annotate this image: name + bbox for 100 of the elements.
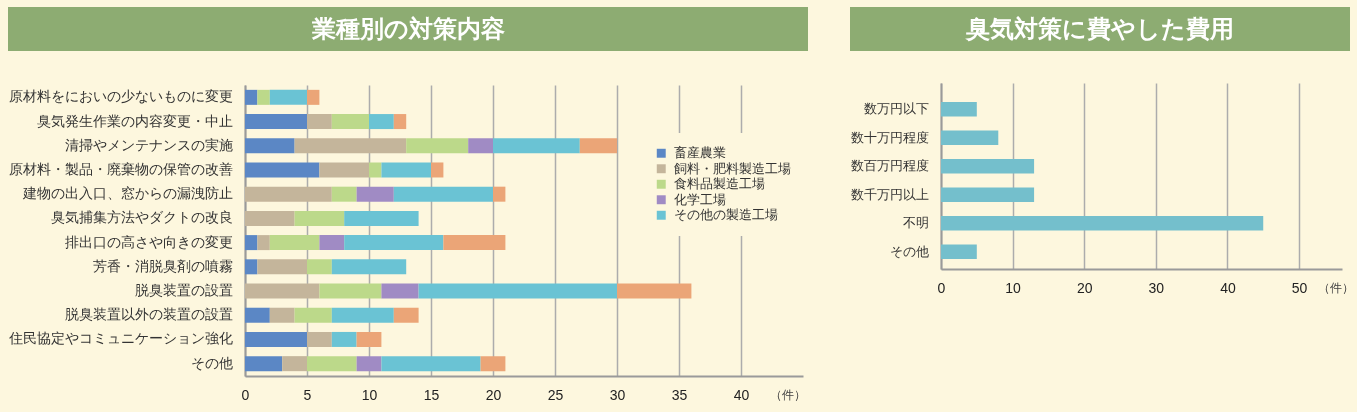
bar — [245, 186, 332, 202]
bar — [356, 331, 382, 347]
bar — [331, 114, 369, 130]
legend-label: 化学工場 — [673, 192, 726, 207]
bar — [941, 215, 1264, 231]
bar — [493, 138, 580, 154]
bar — [480, 356, 506, 372]
bar — [331, 186, 357, 202]
bar — [331, 307, 394, 323]
bar — [493, 186, 506, 202]
x-tick-label: 10 — [1005, 279, 1022, 296]
bar — [257, 89, 270, 105]
bar — [356, 356, 382, 372]
x-tick-label: 30 — [609, 386, 626, 403]
bar — [331, 331, 357, 347]
bar — [941, 187, 1035, 203]
bar — [245, 138, 295, 154]
x-tick-label: 0 — [937, 279, 946, 296]
bar — [941, 244, 977, 260]
bar — [307, 331, 332, 347]
x-tick-label: 5 — [303, 386, 312, 403]
bar — [269, 235, 320, 251]
bar — [245, 259, 258, 275]
y-tick-label: 数万円以下 — [863, 101, 929, 117]
x-tick-label: 0 — [241, 386, 250, 403]
y-tick-label: 数百万円程度 — [850, 158, 929, 174]
bar — [245, 89, 258, 105]
x-axis-title: （件） — [1317, 280, 1354, 295]
bar — [356, 186, 394, 202]
x-tick-label: 20 — [1076, 279, 1093, 296]
x-axis-title: （件） — [769, 387, 806, 402]
y-tick-label: 数十万円程度 — [850, 129, 929, 145]
bar — [269, 89, 307, 105]
y-tick-label: 数千万円以上 — [850, 186, 929, 202]
chart-title: 業種別の対策内容 — [311, 14, 505, 44]
x-tick-label: 25 — [547, 386, 564, 403]
bar — [245, 307, 270, 323]
y-tick-label: 臭気捕集方法やダクトの改良 — [50, 210, 233, 226]
legend-label: 飼料・肥料製造工場 — [673, 161, 791, 176]
bar — [393, 186, 493, 202]
y-tick-label: 脱臭装置の設置 — [134, 283, 233, 299]
bar — [381, 356, 481, 372]
bar — [331, 259, 407, 275]
y-tick-label: その他 — [190, 355, 233, 371]
y-tick-label: その他 — [889, 243, 929, 259]
bar — [393, 307, 419, 323]
y-tick-label: 排出口の高さや向きの変更 — [64, 234, 233, 250]
bar — [294, 210, 345, 226]
bar — [381, 162, 431, 178]
bar — [941, 158, 1035, 174]
bar — [319, 235, 345, 251]
y-tick-label: 原材料・製品・廃棄物の保管の改善 — [8, 160, 233, 177]
bar — [245, 235, 258, 251]
y-tick-label: 不明 — [902, 215, 929, 231]
bar — [381, 283, 419, 299]
legend-label: 畜産農業 — [673, 145, 726, 161]
x-tick-label: 30 — [1148, 279, 1165, 296]
bar — [245, 331, 307, 347]
x-tick-label: 50 — [1291, 279, 1308, 296]
bar — [941, 130, 999, 145]
bar — [344, 210, 419, 226]
y-tick-label: 住民協定やコミュニケーション強化 — [7, 331, 233, 347]
bar — [307, 356, 357, 372]
bar — [245, 162, 320, 178]
bar — [307, 89, 320, 105]
y-tick-label: 臭気発生作業の内容変更・中止 — [36, 113, 233, 129]
bar — [245, 356, 283, 372]
bar — [468, 138, 493, 154]
x-tick-label: 10 — [361, 386, 378, 403]
bar — [369, 114, 394, 130]
bar — [393, 114, 407, 130]
y-tick-label: 建物の出入口、窓からの漏洩防止 — [21, 186, 233, 202]
x-tick-label: 35 — [671, 386, 688, 403]
bar — [245, 210, 295, 226]
bar — [307, 259, 332, 275]
bar — [294, 307, 332, 323]
x-tick-label: 40 — [733, 386, 750, 403]
bar — [319, 283, 382, 299]
bar — [406, 138, 469, 154]
bar — [319, 162, 369, 178]
y-tick-label: 清掃やメンテナンスの実施 — [64, 137, 233, 153]
y-tick-label: 芳香・消脱臭剤の噴霧 — [92, 258, 233, 274]
bar — [344, 235, 444, 251]
bar — [617, 283, 692, 299]
bar — [307, 114, 332, 130]
bar — [443, 235, 506, 251]
bar — [257, 259, 307, 275]
bar — [941, 101, 977, 117]
bar — [369, 162, 382, 178]
bar — [282, 356, 307, 372]
chart-title: 臭気対策に費やした費用 — [966, 14, 1234, 44]
x-tick-label: 15 — [423, 386, 440, 403]
bar — [245, 283, 320, 299]
bar — [269, 307, 295, 323]
legend-label: 食料品製造工場 — [673, 177, 765, 192]
bar — [294, 138, 407, 154]
bar — [418, 283, 617, 299]
y-tick-label: 脱臭装置以外の装置の設置 — [64, 307, 233, 323]
y-tick-label: 原材料をにおいの少ないものに変更 — [8, 89, 233, 105]
legend-label: その他の製造工場 — [673, 208, 778, 223]
